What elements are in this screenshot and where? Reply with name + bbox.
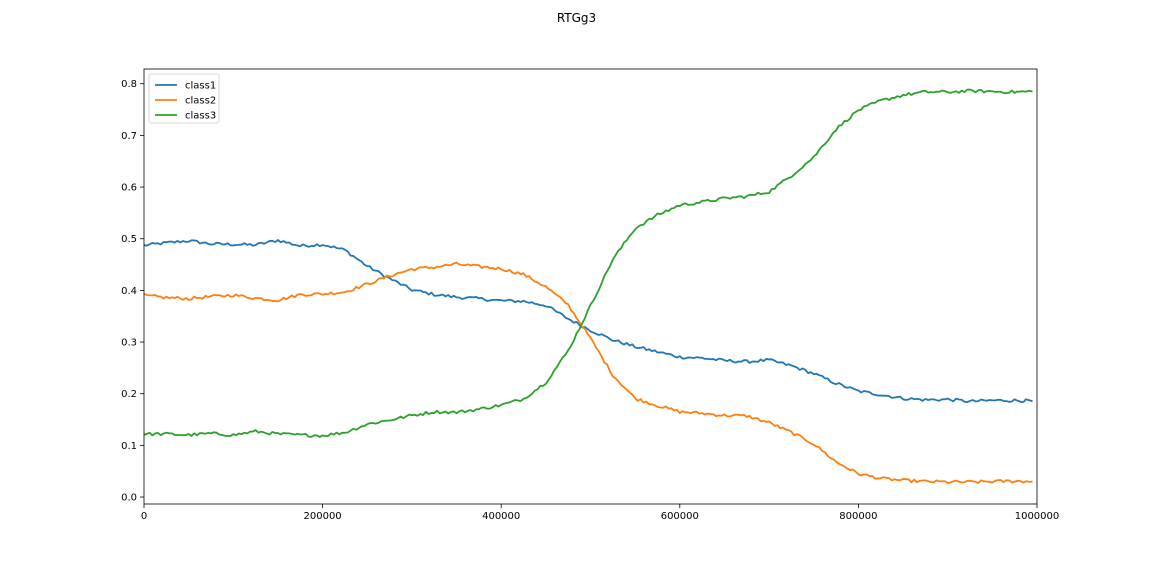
y-tick-label: 0.1: [121, 441, 137, 452]
x-tick-label: 600000: [661, 511, 699, 522]
legend-box: [148, 73, 220, 124]
y-tick-label: 0.8: [121, 79, 137, 90]
y-tick-label: 0.4: [121, 286, 137, 297]
y-tick-label: 0.5: [121, 234, 137, 245]
y-tick-label: 0.3: [121, 338, 137, 349]
y-tick-label: 0.6: [121, 183, 137, 194]
legend: class1 class2 class3: [148, 73, 220, 124]
legend-label-class2: class2: [185, 96, 216, 107]
x-tick-label: 0: [141, 511, 147, 522]
legend-label-class1: class1: [185, 81, 216, 92]
series-line-class3: [143, 88, 1033, 438]
series-line-class1: [143, 239, 1033, 404]
plot-area: 0 200000 400000 600000 800000 1000000 0.0 0.1 0.…: [121, 68, 1060, 522]
chart-title: RTGg3: [557, 11, 596, 25]
y-tick-label: 0.7: [121, 131, 137, 142]
x-tick-label: 1000000: [1015, 511, 1060, 522]
y-tick-label: 0.0: [121, 493, 137, 504]
x-tick-label: 200000: [304, 511, 342, 522]
axes-frame: [143, 68, 1038, 505]
legend-label-class3: class3: [185, 111, 216, 122]
x-tick-label: 800000: [839, 511, 877, 522]
x-tick-label: 400000: [482, 511, 520, 522]
series-line-class2: [143, 261, 1033, 484]
y-tick-label: 0.2: [121, 389, 137, 400]
